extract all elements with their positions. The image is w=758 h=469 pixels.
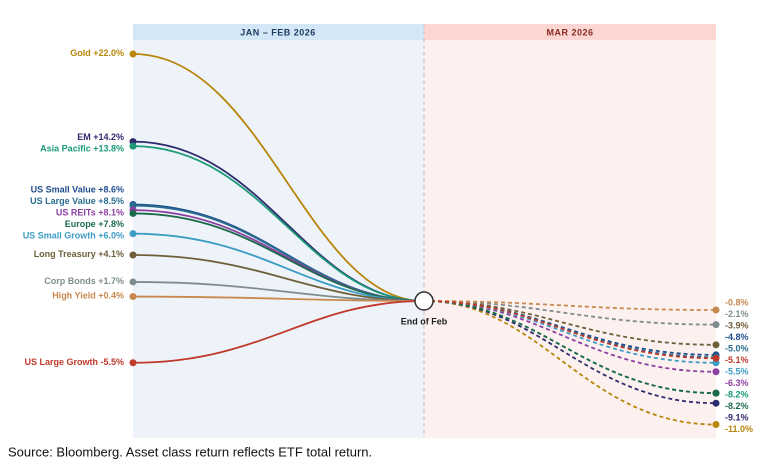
- value-label: -5.1%: [725, 355, 749, 365]
- start-dot: [129, 359, 137, 367]
- curve-jan-feb: [132, 295, 425, 302]
- series-name: Gold: [70, 48, 91, 58]
- series-label: Europe +7.8%: [65, 219, 124, 229]
- curve-jan-feb: [132, 145, 425, 302]
- series-name: US REITs: [56, 208, 96, 218]
- end-dot: [712, 389, 720, 397]
- series-label: US REITs +8.1%: [56, 208, 124, 218]
- curve-jan-feb: [132, 212, 425, 302]
- value-label: +0.4%: [98, 291, 124, 301]
- end-dot: [712, 421, 720, 429]
- series-label: High Yield +0.4%: [52, 291, 124, 301]
- value-label: +1.7%: [98, 276, 124, 286]
- period-label: JAN – FEB 2026: [240, 27, 316, 37]
- start-dot: [129, 209, 137, 217]
- curve-jan-feb: [132, 232, 425, 302]
- value-label: +4.1%: [98, 249, 124, 259]
- series-label: Asia Pacific +13.8%: [40, 144, 124, 154]
- value-label: +13.8%: [93, 144, 124, 154]
- value-label: -11.0%: [725, 424, 753, 434]
- pivot: [414, 291, 434, 311]
- value-label: -8.2%: [725, 390, 749, 400]
- curve-mar: [423, 300, 717, 346]
- start-dot: [129, 50, 137, 58]
- annotation: End of Feb: [401, 316, 448, 326]
- value-label: +8.1%: [98, 208, 124, 218]
- series-name: US Large Growth: [24, 357, 98, 367]
- start-dot: [129, 278, 137, 286]
- value-label: -5.5%: [100, 357, 124, 367]
- value-label: +14.2%: [93, 132, 124, 142]
- series-label: US Small Value +8.6%: [31, 185, 124, 195]
- value-label: -5.5%: [725, 367, 749, 377]
- curve-mar: [423, 300, 717, 394]
- curve-jan-feb: [132, 300, 425, 364]
- series-name: US Large Value: [30, 196, 96, 206]
- series-label: Corp Bonds +1.7%: [44, 276, 124, 286]
- start-dot: [129, 230, 137, 238]
- value-label: -0.8%: [725, 298, 749, 308]
- source-note: Source: Bloomberg. Asset class return re…: [8, 444, 372, 459]
- series-name: US Small Growth: [23, 231, 96, 241]
- value-label: -5.0%: [725, 344, 749, 354]
- series-name: Long Treasury: [34, 249, 96, 259]
- series-name: US Small Value: [31, 185, 96, 195]
- end-dot: [712, 368, 720, 376]
- series-label: US Large Value +8.5%: [30, 196, 124, 206]
- value-label: -6.3%: [725, 378, 749, 388]
- series-name: Corp Bonds: [44, 276, 96, 286]
- end-dot: [712, 321, 720, 329]
- value-label: -3.9%: [725, 321, 749, 331]
- series-name: Asia Pacific: [40, 144, 91, 154]
- series-name: Europe: [65, 219, 96, 229]
- value-label: -4.8%: [725, 332, 749, 342]
- value-label: +8.6%: [98, 185, 124, 195]
- value-label: -2.1%: [725, 309, 749, 319]
- value-label: -9.1%: [725, 413, 749, 423]
- period-label: MAR 2026: [546, 27, 593, 37]
- series-name: High Yield: [52, 291, 96, 301]
- value-label: +7.8%: [98, 219, 124, 229]
- left-panel: [133, 40, 424, 438]
- curve-jan-feb: [132, 254, 425, 302]
- value-label: +8.5%: [98, 196, 124, 206]
- series-label: US Small Growth +6.0%: [23, 231, 124, 241]
- series-label: EM +14.2%: [77, 132, 124, 142]
- value-label: -8.2%: [725, 401, 749, 411]
- curve-jan-feb: [132, 53, 425, 302]
- series-label: Long Treasury +4.1%: [34, 249, 124, 259]
- right-header: [424, 24, 716, 40]
- series-label: Gold +22.0%: [70, 48, 124, 58]
- end-dot: [712, 354, 720, 362]
- end-dot: [712, 306, 720, 314]
- end-dot: [712, 341, 720, 349]
- left-header: [133, 24, 424, 40]
- series-name: EM: [77, 132, 91, 142]
- start-dot: [129, 251, 137, 259]
- curve-mar: [423, 300, 717, 326]
- series-label: US Large Growth -5.5%: [24, 357, 124, 367]
- start-dot: [129, 142, 137, 150]
- right-panel: [424, 40, 716, 438]
- curve-mar: [423, 300, 717, 311]
- value-label: +6.0%: [98, 231, 124, 241]
- start-dot: [129, 293, 137, 301]
- end-dot: [712, 399, 720, 407]
- curve-mar: [423, 300, 717, 360]
- value-label: +22.0%: [93, 48, 124, 58]
- curve-mar: [423, 300, 717, 426]
